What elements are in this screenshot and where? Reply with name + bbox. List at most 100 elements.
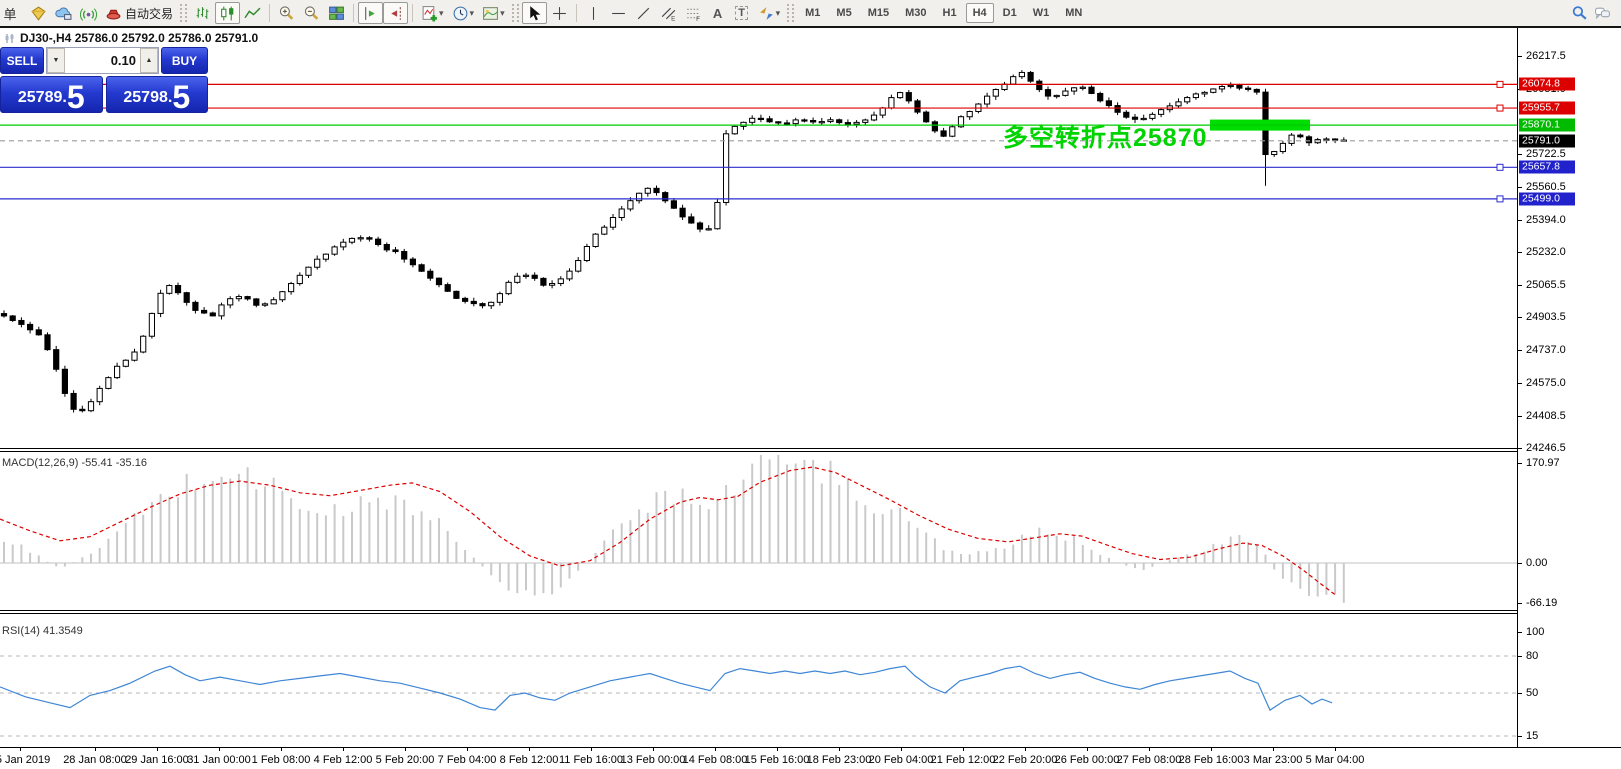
volume-spinner: ▼ 0.10 ▲ xyxy=(46,47,159,74)
candlestick-chart-button[interactable] xyxy=(215,2,241,24)
axis-tick xyxy=(1518,563,1522,564)
candle-body xyxy=(270,299,277,305)
periods-button[interactable]: ▾ xyxy=(448,2,479,24)
zoom-out-button[interactable] xyxy=(299,2,324,24)
candle-body xyxy=(1131,116,1139,120)
text-tool-button[interactable]: A xyxy=(706,2,730,24)
virtual-hosting-button[interactable] xyxy=(51,2,76,24)
crosshair-button[interactable] xyxy=(547,2,572,24)
chart-shift-button[interactable] xyxy=(383,2,409,24)
candle-body xyxy=(575,260,582,272)
line-handle[interactable] xyxy=(1496,80,1504,88)
candle-body xyxy=(261,303,269,306)
timeframe-D1[interactable]: D1 xyxy=(1002,7,1017,19)
candle-body xyxy=(1253,88,1260,93)
chart-window[interactable]: DJ30-,H4 25786.0 25792.0 25786.0 25791.0… xyxy=(0,26,1621,769)
chevron-down-icon[interactable]: ▾ xyxy=(439,7,444,18)
svg-text:F: F xyxy=(696,15,700,21)
time-tick xyxy=(1211,748,1212,751)
timeframe-H4[interactable]: H4 xyxy=(965,3,994,23)
axis-tick-label: 50 xyxy=(1526,687,1539,699)
axis-tick-label: 24575.0 xyxy=(1526,376,1566,389)
timeframe-M5[interactable]: M5 xyxy=(836,7,852,19)
buy-price-panel[interactable]: 25798. 5 xyxy=(105,76,208,113)
main-price-chart[interactable] xyxy=(0,28,1517,448)
time-tick xyxy=(343,748,344,751)
candle-body xyxy=(1149,113,1156,119)
text-tool-icon: A xyxy=(712,5,723,21)
candle-body xyxy=(984,95,991,105)
rsi-indicator-panel[interactable] xyxy=(0,614,1517,747)
candle-body xyxy=(209,312,216,317)
horizontal-line-tool-button[interactable] xyxy=(606,2,631,24)
macd-indicator-panel[interactable] xyxy=(0,452,1517,610)
templates-button[interactable]: ▾ xyxy=(478,2,509,24)
tile-windows-button[interactable] xyxy=(324,2,349,24)
timeframe-M15[interactable]: M15 xyxy=(867,7,890,19)
candle-body xyxy=(540,277,547,286)
chevron-down-icon[interactable]: ▾ xyxy=(469,7,475,18)
chevron-down-icon[interactable]: ▾ xyxy=(775,7,781,18)
axis-tick xyxy=(1518,154,1522,156)
time-label: 28 Feb 16:00 xyxy=(1178,754,1244,766)
signals-button[interactable] xyxy=(76,2,101,24)
time-tick xyxy=(405,748,406,751)
equidistant-channel-button[interactable]: E xyxy=(656,2,681,24)
candle-body xyxy=(96,387,103,403)
timeframe-MN[interactable]: MN xyxy=(1065,7,1083,19)
panel-separator[interactable] xyxy=(0,448,1517,452)
bar-chart-button[interactable] xyxy=(190,2,215,24)
candle-body xyxy=(348,237,356,243)
candle-body xyxy=(740,121,747,127)
volume-increase-button[interactable]: ▲ xyxy=(140,48,158,73)
trendline-tool-button[interactable] xyxy=(631,2,656,24)
time-label: 22 Feb 20:00 xyxy=(992,754,1058,766)
price-badge: 25657.8 xyxy=(1519,160,1575,174)
time-tick xyxy=(157,748,158,751)
fibonacci-button[interactable]: F xyxy=(681,2,706,24)
search-icon[interactable] xyxy=(1571,5,1588,22)
line-handle[interactable] xyxy=(1496,104,1504,112)
timeframe-M1[interactable]: M1 xyxy=(805,7,821,19)
indicators-button[interactable]: ▾ xyxy=(417,2,448,24)
candle-body xyxy=(1288,134,1295,144)
volume-decrease-button[interactable]: ▼ xyxy=(47,48,65,73)
candle-body xyxy=(783,122,791,125)
line-handle[interactable] xyxy=(1496,195,1504,203)
text-label-tool-button[interactable]: T xyxy=(730,2,754,24)
axis-tick xyxy=(1518,252,1522,253)
zoom-in-button[interactable] xyxy=(274,2,299,24)
time-tick xyxy=(1025,748,1026,751)
candle-body xyxy=(392,249,399,253)
line-chart-button[interactable] xyxy=(240,2,265,24)
time-label: 5 Feb 20:00 xyxy=(375,754,435,766)
autoscroll-button[interactable] xyxy=(358,2,384,24)
line-handle[interactable] xyxy=(1496,163,1504,171)
chevron-down-icon[interactable]: ▾ xyxy=(500,7,505,18)
cursor-button[interactable] xyxy=(521,2,547,24)
volume-field[interactable]: 0.10 xyxy=(110,53,136,68)
axis-tick xyxy=(1518,632,1522,633)
time-label: 26 Feb 00:00 xyxy=(1054,754,1120,766)
toolbar-gripper xyxy=(180,4,188,22)
timeframe-W1[interactable]: W1 xyxy=(1032,7,1050,19)
vertical-line-tool-button[interactable] xyxy=(581,2,606,24)
arrows-tool-button[interactable]: ▾ xyxy=(754,2,785,24)
timeframe-M30[interactable]: M30 xyxy=(905,7,927,19)
chat-icon[interactable] xyxy=(1594,5,1611,22)
panel-separator[interactable] xyxy=(0,610,1517,614)
candle-body xyxy=(766,118,773,123)
candle-body xyxy=(557,278,564,285)
timeframe-H1[interactable]: H1 xyxy=(942,7,957,19)
sell-button[interactable]: SELL xyxy=(0,47,44,74)
chart-text-annotation[interactable]: 多空转折点25870 xyxy=(1003,124,1208,152)
price-axis[interactable]: 26217.526051.025722.525560.525394.025232… xyxy=(1517,28,1621,747)
autotrading-button[interactable]: 自动交易 xyxy=(101,2,177,24)
metaeditor-button[interactable] xyxy=(26,2,51,24)
candle-body xyxy=(705,228,712,231)
buy-button[interactable]: BUY xyxy=(161,47,208,74)
new-order-button[interactable]: 单 xyxy=(2,2,26,24)
candle-body xyxy=(723,133,730,203)
sell-price-panel[interactable]: 25789. 5 xyxy=(0,76,103,113)
